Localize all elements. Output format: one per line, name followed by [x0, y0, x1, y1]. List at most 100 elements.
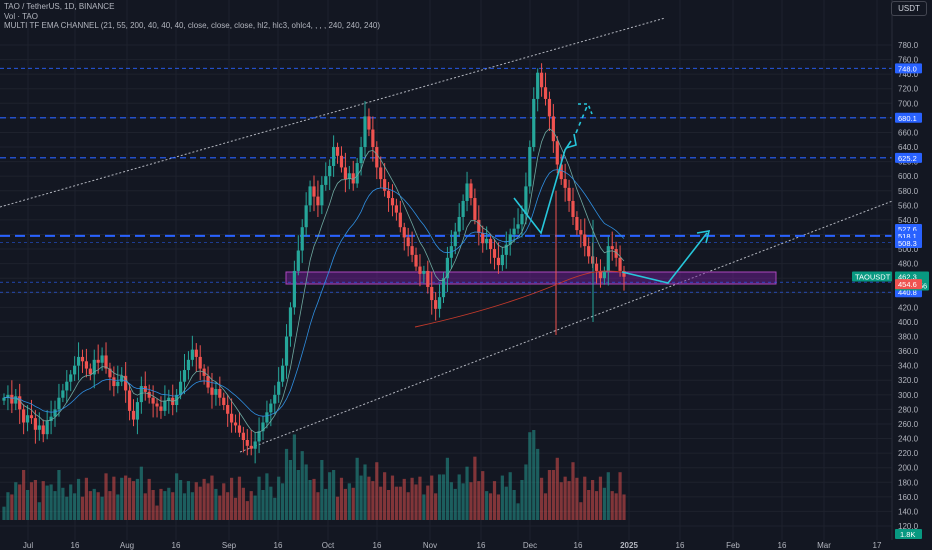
candle-body	[422, 270, 426, 274]
volume-bar	[351, 487, 355, 520]
candle-body	[245, 440, 249, 446]
ema-price-badge	[895, 279, 922, 290]
candle-body	[434, 300, 438, 309]
candle-body	[355, 163, 359, 184]
volume-bar	[210, 475, 214, 520]
price-axis-tick: 540.0	[898, 216, 919, 225]
candle-body	[508, 234, 512, 245]
candle-body	[65, 381, 69, 391]
volume-bar	[532, 430, 536, 520]
volume-bar	[292, 434, 296, 520]
candle-body	[226, 405, 230, 414]
candle-body	[214, 388, 218, 395]
candle-body	[520, 214, 524, 225]
candle-body	[610, 246, 614, 250]
candle-body	[22, 409, 26, 423]
price-axis-tick: 400.0	[898, 318, 919, 327]
candle-body	[402, 227, 406, 238]
volume-bar	[312, 478, 316, 520]
symbol-title[interactable]: TAO / TetherUS, 1D, BINANCE	[4, 2, 115, 11]
candle-body	[88, 368, 92, 375]
candle-body	[457, 216, 461, 232]
candle-body	[532, 98, 536, 148]
volume-bar	[386, 490, 391, 520]
currency-button[interactable]: USDT	[891, 1, 927, 16]
candle-body	[406, 237, 410, 247]
level-price-badge-label: 508.3	[898, 239, 917, 248]
volume-bar	[583, 476, 587, 520]
volume-bar	[80, 496, 85, 520]
time-axis-tick: Aug	[120, 541, 134, 550]
forecast-arrowhead	[696, 230, 711, 244]
price-axis-tick: 260.0	[898, 420, 919, 429]
ema-channel-indicator-label[interactable]: MULTI TF EMA CHANNEL (21, 55, 200, 40, 4…	[4, 21, 381, 30]
volume-bar	[53, 491, 57, 520]
candle-body	[296, 250, 300, 271]
candle-body	[606, 246, 610, 271]
volume-bar	[171, 492, 175, 520]
candle-body	[218, 388, 222, 398]
candle-body	[182, 370, 187, 382]
volume-bar	[426, 485, 430, 520]
candle-body	[139, 386, 143, 403]
price-axis-tick: 740.0	[898, 70, 919, 79]
channel-upper-line	[0, 17, 666, 208]
price-axis-tick: 480.0	[898, 260, 919, 269]
candle-body	[80, 356, 85, 362]
volume-bar	[214, 488, 218, 520]
volume-bar	[316, 492, 320, 520]
time-axis-tick: 16	[373, 541, 382, 550]
price-axis-tick: 300.0	[898, 391, 919, 400]
price-axis-tick: 160.0	[898, 493, 919, 502]
candle-body	[112, 377, 116, 387]
candle-body	[551, 116, 555, 142]
price-axis-tick: 120.0	[898, 522, 919, 531]
candle-body	[343, 167, 347, 180]
volume-bar	[253, 495, 257, 520]
volume-bar	[508, 472, 512, 520]
volume-bar	[2, 506, 6, 520]
volume-bar	[222, 483, 226, 520]
price-axis-tick: 360.0	[898, 347, 919, 356]
volume-bar	[41, 481, 45, 520]
candle-body	[481, 233, 485, 244]
volume-bar	[88, 491, 92, 520]
volume-bar	[488, 493, 493, 520]
volume-bar	[434, 493, 438, 520]
candle-body	[375, 147, 379, 168]
volume-bar	[175, 473, 179, 520]
volume-bar	[104, 473, 108, 520]
candle-body	[583, 234, 587, 247]
volume-bar	[37, 502, 41, 520]
volume-bar	[206, 483, 210, 520]
candle-body	[281, 365, 285, 382]
volume-bar	[359, 475, 363, 520]
candle-body	[430, 286, 434, 301]
time-axis-tick: 16	[778, 541, 787, 550]
candle-body	[602, 270, 606, 279]
chart-legend: TAO / TetherUS, 1D, BINANCE Vol · TAO MU…	[4, 2, 380, 31]
volume-bar	[229, 477, 234, 520]
candle-body	[261, 422, 265, 432]
candle-body	[316, 196, 320, 206]
volume-bar	[300, 451, 304, 520]
ema-slow-line	[414, 270, 626, 328]
candle-body	[339, 155, 344, 168]
candle-body	[284, 336, 289, 366]
candle-body	[167, 397, 171, 401]
candle-body	[237, 425, 242, 433]
volume-bar	[84, 477, 89, 520]
candle-body	[445, 257, 450, 279]
candle-body	[437, 297, 442, 309]
volume-indicator-label[interactable]: Vol · TAO	[4, 11, 38, 21]
candle-body	[496, 257, 501, 266]
volume-bar	[394, 486, 399, 520]
candle-body	[127, 390, 132, 411]
volume-bar	[147, 478, 151, 520]
candle-body	[547, 98, 552, 117]
price-axis-tick: 420.0	[898, 303, 919, 312]
price-axis-tick: 500.0	[898, 245, 919, 254]
candle-body	[249, 445, 253, 449]
volume-bar	[33, 480, 37, 520]
